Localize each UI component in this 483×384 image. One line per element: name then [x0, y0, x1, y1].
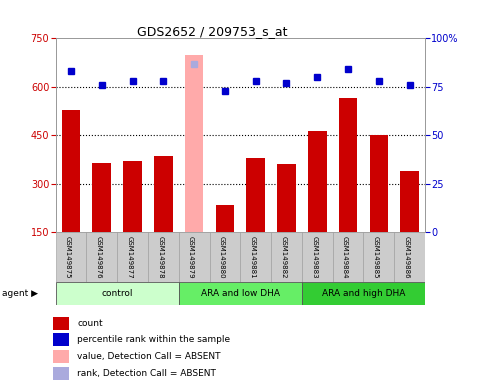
Text: GSM149878: GSM149878 — [157, 236, 163, 279]
Bar — [53, 333, 69, 346]
Bar — [185, 55, 203, 232]
Text: GSM149886: GSM149886 — [404, 236, 410, 279]
Bar — [215, 205, 234, 232]
Text: ARA and high DHA: ARA and high DHA — [322, 289, 405, 298]
Bar — [179, 232, 210, 282]
Bar — [308, 131, 327, 232]
Text: count: count — [77, 319, 103, 328]
Bar — [154, 156, 172, 232]
Bar — [302, 282, 425, 305]
Bar — [240, 232, 271, 282]
Bar — [148, 232, 179, 282]
Bar — [56, 232, 86, 282]
Text: GSM149876: GSM149876 — [96, 236, 102, 279]
Bar — [53, 367, 69, 380]
Text: GSM149885: GSM149885 — [373, 236, 379, 279]
Text: GSM149883: GSM149883 — [311, 236, 317, 279]
Bar — [92, 163, 111, 232]
Bar — [179, 282, 302, 305]
Text: GSM149884: GSM149884 — [342, 236, 348, 279]
Bar — [364, 232, 394, 282]
Text: GSM149881: GSM149881 — [250, 236, 256, 279]
Bar — [271, 232, 302, 282]
Bar — [339, 98, 357, 232]
Text: agent ▶: agent ▶ — [2, 289, 39, 298]
Bar — [302, 232, 333, 282]
Text: value, Detection Call = ABSENT: value, Detection Call = ABSENT — [77, 352, 221, 361]
Bar — [277, 164, 296, 232]
Bar — [394, 232, 425, 282]
Text: ARA and low DHA: ARA and low DHA — [201, 289, 280, 298]
Text: GSM149875: GSM149875 — [65, 236, 71, 279]
Bar — [210, 232, 240, 282]
Text: control: control — [101, 289, 133, 298]
Bar — [400, 171, 419, 232]
Bar — [117, 232, 148, 282]
Bar — [246, 158, 265, 232]
Text: rank, Detection Call = ABSENT: rank, Detection Call = ABSENT — [77, 369, 216, 378]
Text: GDS2652 / 209753_s_at: GDS2652 / 209753_s_at — [137, 25, 288, 38]
Text: GSM149879: GSM149879 — [188, 236, 194, 279]
Bar — [56, 282, 179, 305]
Text: GSM149877: GSM149877 — [127, 236, 132, 279]
Text: GSM149882: GSM149882 — [281, 236, 286, 279]
Bar — [62, 109, 80, 232]
Bar — [53, 350, 69, 363]
Bar — [333, 232, 364, 282]
Bar — [123, 161, 142, 232]
Bar — [53, 317, 69, 330]
Bar — [86, 232, 117, 282]
Text: GSM149880: GSM149880 — [219, 236, 225, 279]
Bar — [369, 136, 388, 232]
Text: percentile rank within the sample: percentile rank within the sample — [77, 335, 230, 344]
